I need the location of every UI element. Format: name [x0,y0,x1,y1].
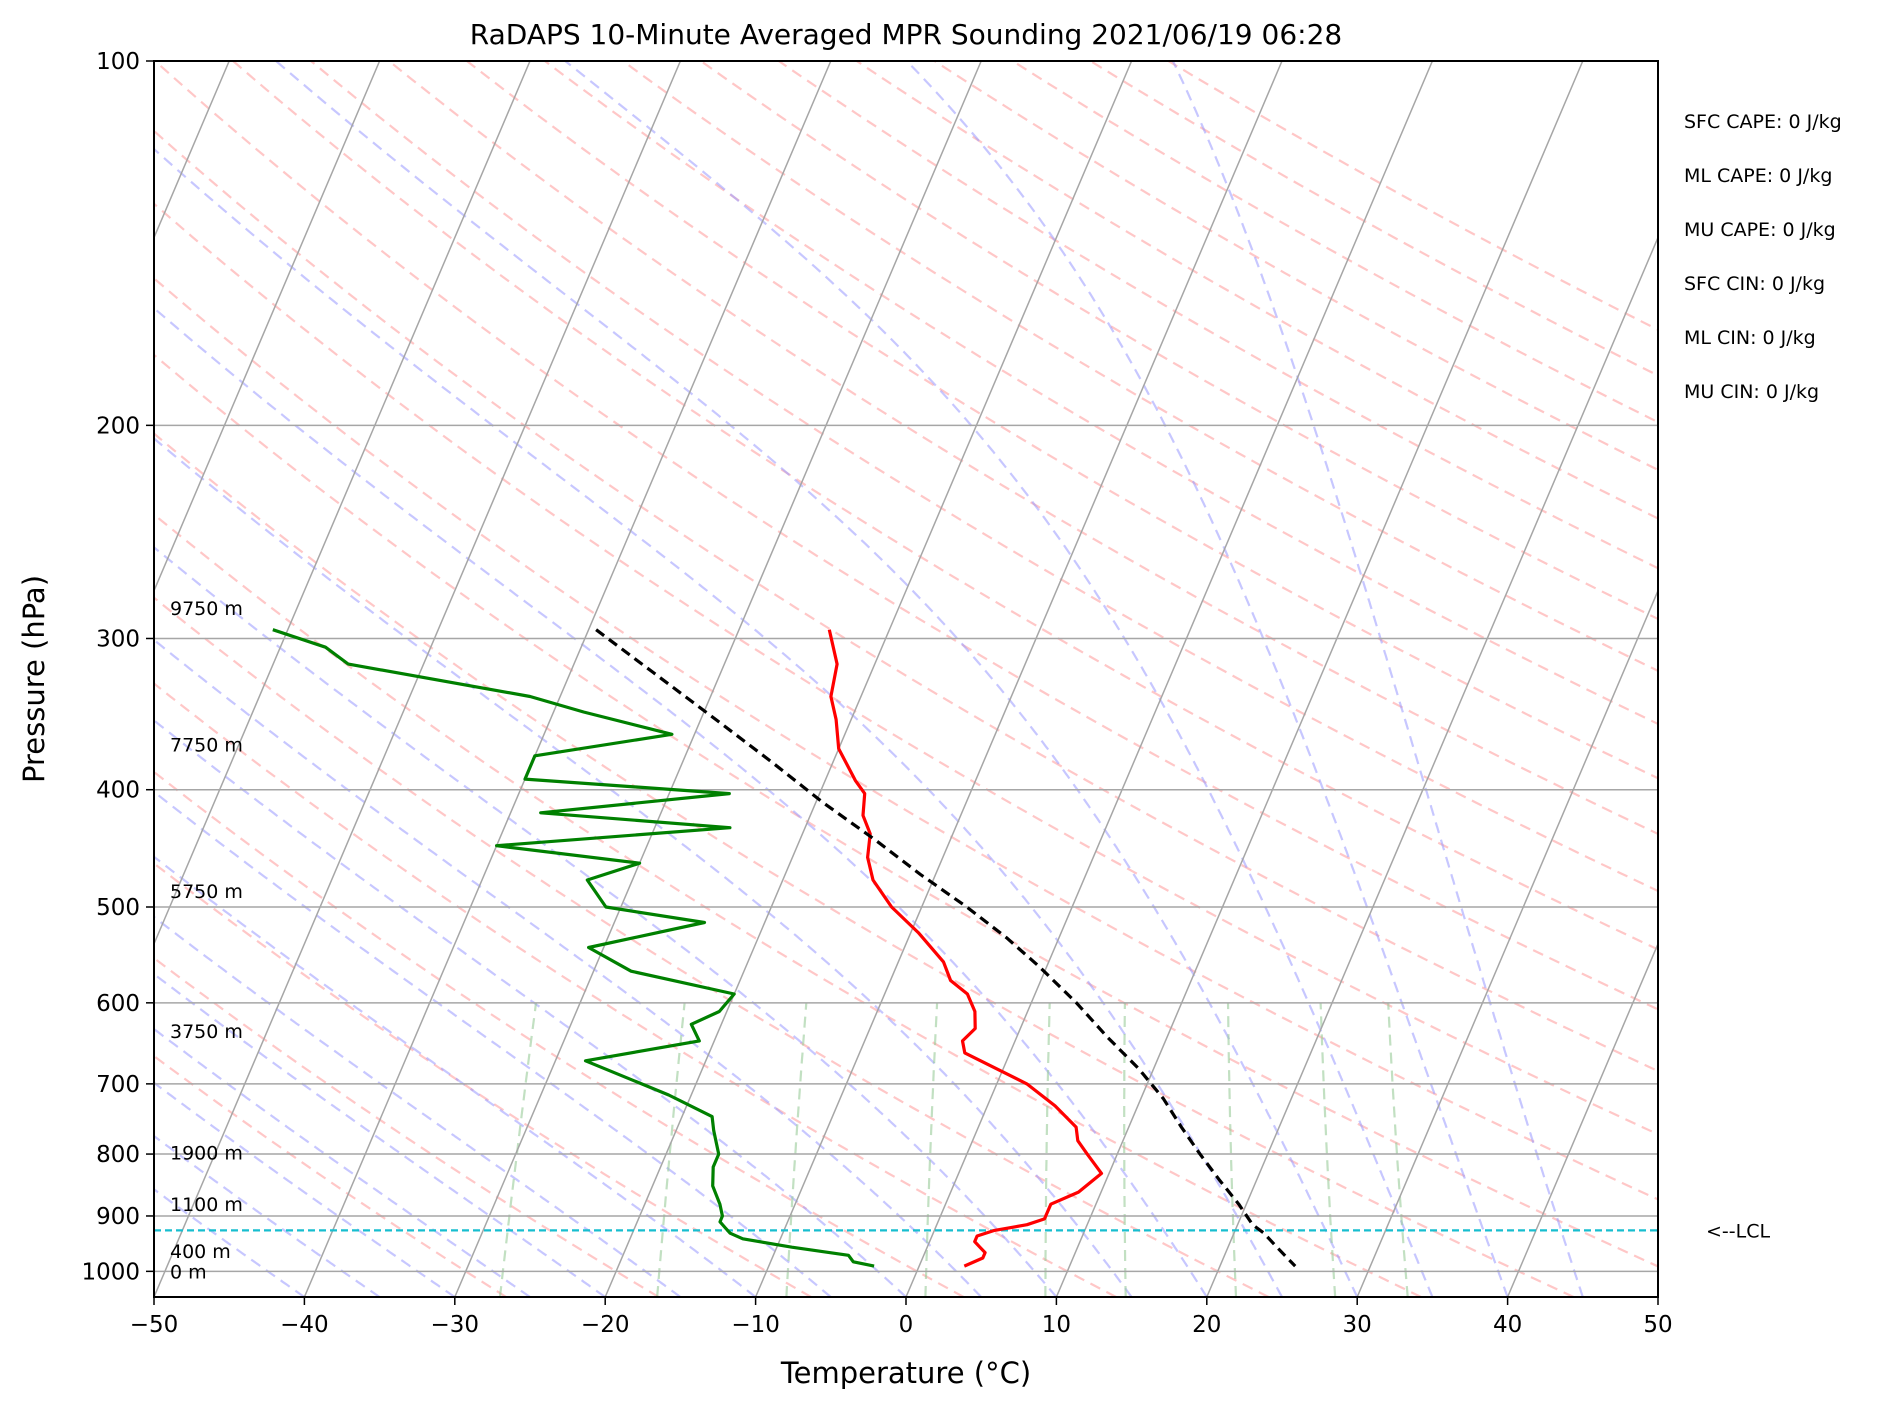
dewpoint-line [272,628,875,1268]
mixing-ratio-line [1387,1002,1409,1297]
mixing-ratio-line [656,1002,686,1297]
dry-adiabat-line [154,432,1575,1297]
x-tick-label: 40 [1493,1312,1522,1338]
x-tick-label: −50 [130,1312,179,1338]
dry-adiabat-line [154,596,1270,1297]
moist-adiabat-line [154,1081,456,1297]
height-label: 1100 m [170,1194,243,1216]
dry-adiabat-line [544,61,1658,726]
mixing-ratio-line [924,1002,939,1297]
moist-adiabat-line [906,61,1509,1297]
dry-adiabat-line [1012,61,1658,424]
mixing-ratio-line [1123,1002,1127,1297]
moist-adiabat-line [154,545,1058,1297]
moist-adiabat-line [154,719,907,1297]
mixing-ratio-line [1044,1002,1051,1297]
x-tick-label: 30 [1343,1312,1372,1338]
height-label: 5750 m [170,881,243,903]
index-annotation: ML CIN: 0 J/kg [1684,327,1816,349]
dry-adiabat-line [154,276,1658,1201]
moist-adiabat-line [154,638,982,1297]
dry-adiabat-line [232,61,1658,951]
isotherm-line [454,61,982,1297]
dry-adiabat-line [466,61,1658,780]
moist-adiabat-line [275,61,1359,1297]
mixing-ratio-line [1319,1002,1337,1297]
moist-adiabat-line [154,306,1208,1297]
dry-adiabat-line [154,202,1658,1136]
dry-adiabat-line [154,682,1117,1297]
mixing-ratio-line [1226,1002,1238,1297]
moist-adiabat-line [154,147,1283,1297]
index-annotation: MU CIN: 0 J/kg [1684,381,1819,403]
temperature-line [827,629,1104,1268]
dry-adiabat-line [154,513,1422,1297]
isotherm-line [754,61,1283,1297]
isotherm-line [303,61,832,1297]
height-label: 1900 m [170,1143,243,1165]
dry-adiabat-line [154,956,660,1297]
dry-adiabat-line [154,1054,507,1297]
moist-adiabat-line [154,855,757,1297]
moist-adiabat-line [1171,61,1584,1297]
moist-adiabat-line [154,437,1133,1297]
y-tick-label: 600 [96,991,140,1017]
isotherm-line [1206,235,1658,1297]
moist-adiabat-line [154,790,832,1297]
y-tick-label: 900 [96,1204,140,1230]
y-tick-label: 800 [96,1142,140,1168]
isotherm-line [154,61,531,946]
dry-adiabat-line [388,61,1658,836]
x-tick-label: −10 [731,1312,780,1338]
mixing-ratio-line [785,1002,808,1297]
isotherm-line [604,61,1133,1297]
x-tick-label: 0 [899,1312,914,1338]
index-annotation: MU CAPE: 0 J/kg [1684,219,1836,241]
isotherm-line [154,61,381,593]
x-tick-label: 20 [1192,1312,1221,1338]
dry-adiabat-line [310,61,1658,893]
dry-adiabat-line [934,61,1658,472]
isotherm-line [905,61,1434,1297]
height-label: 0 m [170,1261,207,1283]
moist-adiabat-line [564,61,1434,1297]
dry-adiabat-line [154,353,1658,1268]
y-tick-label: 1000 [81,1259,140,1285]
y-tick-label: 200 [96,413,140,439]
dry-adiabat-line [1167,61,1658,331]
lcl-label: <--LCL [1706,1220,1770,1242]
y-tick-label: 100 [96,49,140,75]
y-tick-label: 400 [96,778,140,804]
height-label: 7750 m [170,734,243,756]
y-tick-label: 500 [96,895,140,921]
index-annotation: SFC CAPE: 0 J/kg [1684,111,1842,133]
height-label: 400 m [170,1241,231,1263]
index-annotation: ML CAPE: 0 J/kg [1684,165,1832,187]
moist-adiabat-line [154,1187,306,1297]
dry-adiabat-line [778,61,1658,570]
moist-adiabat-line [154,1134,381,1297]
y-tick-label: 700 [96,1072,140,1098]
height-label: 3750 m [170,1021,243,1043]
x-tick-label: −40 [280,1312,329,1338]
x-tick-label: 10 [1042,1312,1071,1338]
chart-title: RaDAPS 10-Minute Averaged MPR Sounding 2… [470,18,1342,51]
y-tick-label: 300 [96,626,140,652]
dry-adiabat-line [154,61,1658,1011]
isotherm-line [1506,941,1658,1297]
y-axis-title: Pressure (hPa) [17,575,51,783]
isotherm-line [1356,588,1658,1297]
x-tick-label: −30 [431,1312,480,1338]
x-axis-title: Temperature (°C) [780,1356,1031,1390]
isotherm-line [1055,61,1584,1297]
parcel-profile-line [595,628,1297,1268]
isotherm-line [154,61,682,1297]
x-tick-label: −20 [581,1312,630,1338]
x-tick-label: 50 [1643,1312,1672,1338]
height-label: 9750 m [170,598,243,620]
index-annotation: SFC CIN: 0 J/kg [1684,273,1825,295]
